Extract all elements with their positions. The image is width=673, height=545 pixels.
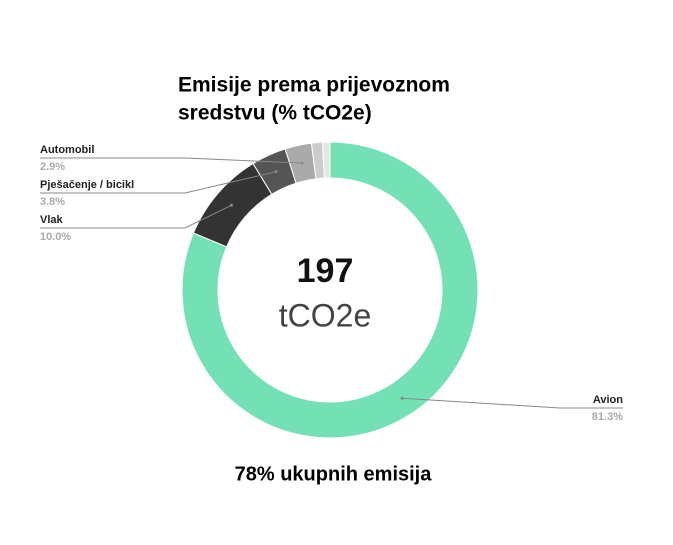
slice-value: 10.0% — [40, 231, 71, 243]
slice-value: 81.3% — [592, 411, 623, 423]
slice-value: 2.9% — [40, 161, 65, 173]
slice-value: 3.8% — [40, 196, 65, 208]
slice-label: Vlak — [40, 214, 64, 226]
slice-label: Automobil — [40, 144, 94, 156]
donut-slice — [181, 141, 479, 439]
chart-title-line-1: Emisije prema prijevoznom — [178, 74, 450, 97]
chart-title-line-2: sredstvu (% tCO2e) — [178, 102, 372, 125]
leader-line — [402, 397, 623, 409]
leader-dot — [400, 396, 404, 400]
center-value: 197 — [297, 252, 354, 290]
leader-line — [40, 171, 277, 194]
slice-label: Pješačenje / bicikl — [40, 179, 134, 191]
leader-dot — [300, 161, 304, 165]
leader-line — [40, 157, 303, 164]
center-unit: tCO2e — [279, 297, 371, 333]
leader-dot — [274, 170, 278, 174]
slice-label: Avion — [593, 394, 623, 406]
donut-slice — [322, 141, 331, 179]
leader-dot — [229, 203, 233, 207]
footnote: 78% ukupnih emisija — [235, 463, 433, 485]
leader-line — [40, 204, 232, 229]
